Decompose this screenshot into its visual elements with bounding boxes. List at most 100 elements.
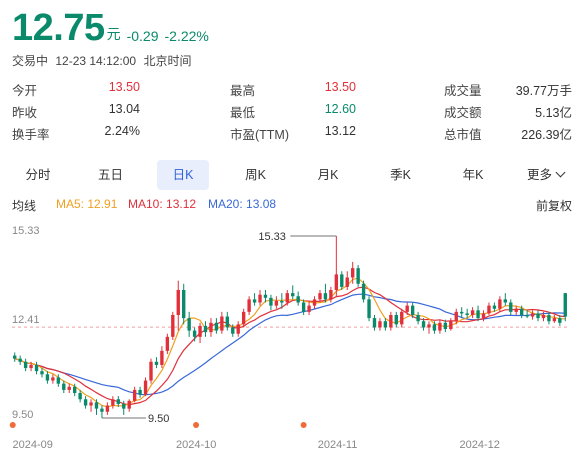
tab-4[interactable]: 周K	[230, 160, 282, 190]
candle-body	[274, 300, 279, 306]
ma10-legend: MA10: 13.12	[128, 197, 197, 211]
candle-body	[165, 336, 170, 351]
tab-label: 更多	[526, 168, 552, 182]
candle-body	[56, 377, 61, 384]
event-marker	[193, 422, 200, 428]
candle-body	[378, 321, 382, 328]
candle-body	[323, 293, 328, 300]
candle-body	[209, 322, 213, 333]
candle-body	[171, 314, 175, 337]
stat-value: 5.13亿	[535, 106, 572, 120]
ma-label: 均线	[12, 199, 37, 213]
candle-body	[389, 314, 393, 328]
ma5-legend: MA5: 12.91	[56, 197, 118, 211]
candle-body	[547, 314, 551, 322]
candle-body	[132, 389, 137, 401]
chart-period-tabs: 分时 五日 日K 周K 月K 季K 年K 更多	[12, 160, 572, 190]
price-change-pct: -2.22%	[164, 28, 209, 44]
candle-body	[432, 324, 437, 331]
candle-body	[405, 305, 409, 312]
candle-body	[552, 318, 557, 322]
adjust-mode-button[interactable]: 前复权	[535, 199, 572, 213]
candle-body	[558, 318, 562, 323]
ma5-line	[14, 277, 566, 408]
trade-timezone: 北京时间	[143, 54, 192, 68]
candle-body	[514, 308, 518, 312]
stat-label: 成交量	[444, 84, 482, 98]
candle-body	[18, 358, 22, 362]
event-marker	[300, 422, 307, 428]
candle-body	[105, 405, 110, 412]
stat-value: 13.04	[108, 102, 140, 116]
stat-label: 最高	[230, 84, 256, 98]
candle-body	[149, 361, 153, 381]
trade-datetime: 12-23 14:12:00	[55, 54, 137, 68]
candle-body	[509, 302, 513, 312]
candle-body	[465, 313, 469, 315]
stat-label: 今开	[12, 84, 38, 98]
candle-body	[203, 325, 208, 333]
stat-label: 成交额	[444, 106, 482, 120]
candle-body	[318, 293, 322, 300]
ma10-line	[14, 286, 566, 406]
candle-body	[67, 386, 71, 390]
tab-2[interactable]: 五日	[85, 160, 137, 190]
candle-body	[225, 316, 230, 328]
candle-body	[503, 299, 508, 303]
stat-value: 13.50	[324, 80, 356, 94]
candle-body	[449, 321, 453, 330]
tab-5[interactable]: 月K	[302, 160, 354, 190]
candle-body	[394, 314, 398, 325]
candle-body	[519, 308, 524, 315]
candle-body	[350, 268, 355, 278]
tab-6[interactable]: 季K	[375, 160, 427, 190]
tab-label: 季K	[390, 168, 411, 182]
candle-body	[329, 290, 333, 300]
stat-value: 39.77万手	[515, 84, 572, 98]
stat-value: 12.60	[324, 102, 356, 116]
y-tick-label: 12.41	[12, 314, 40, 326]
candle-body	[154, 361, 159, 365]
candle-body	[492, 305, 497, 309]
candle-body	[476, 310, 480, 319]
indicator-legend: 均线 MA5: 12.91 MA10: 13.12 MA20: 13.08 前复…	[12, 197, 572, 215]
stat-value: 2.24%	[104, 124, 140, 138]
tab-label: 日K	[172, 168, 194, 182]
candle-body	[111, 399, 115, 406]
tab-label: 五日	[97, 168, 123, 182]
tab-3[interactable]: 日K	[157, 160, 209, 190]
candle-body	[361, 283, 366, 300]
candle-body	[40, 371, 44, 375]
chevron-down-icon	[555, 167, 566, 178]
candle-body	[138, 389, 142, 395]
candle-body	[89, 402, 93, 406]
candle-body	[236, 324, 240, 334]
x-tick-label: 2024-12	[460, 439, 500, 451]
trade-state: 交易中	[12, 54, 49, 68]
tab-7[interactable]: 年K	[447, 160, 499, 190]
y-tick-label: 9.50	[12, 409, 33, 421]
stat-value: 13.12	[324, 124, 356, 138]
candle-body	[78, 393, 82, 400]
tab-label: 周K	[245, 168, 266, 182]
candle-body	[367, 299, 371, 319]
candle-body	[83, 399, 88, 406]
kline-chart[interactable]: 15.33 12.41 9.50 2024-09 2024-10 2024-11 2024-…	[0, 222, 582, 456]
candle-body	[410, 305, 415, 315]
candle-body	[383, 321, 388, 328]
candle-body	[192, 330, 197, 337]
candle-body	[176, 290, 180, 315]
candle-body	[481, 313, 486, 319]
price-unit: 元	[106, 26, 121, 42]
candle-body	[280, 300, 284, 303]
candle-body	[345, 277, 349, 287]
tab-label: 分时	[25, 168, 51, 182]
tab-1[interactable]: 分时	[12, 160, 64, 190]
candle-body	[541, 314, 546, 319]
candle-body	[372, 318, 377, 328]
tab-8[interactable]: 更多	[520, 160, 572, 190]
stat-label: 总市值	[444, 128, 482, 142]
candle-body	[563, 293, 567, 317]
stat-value: 226.39亿	[521, 128, 572, 142]
candle-body	[220, 316, 224, 331]
